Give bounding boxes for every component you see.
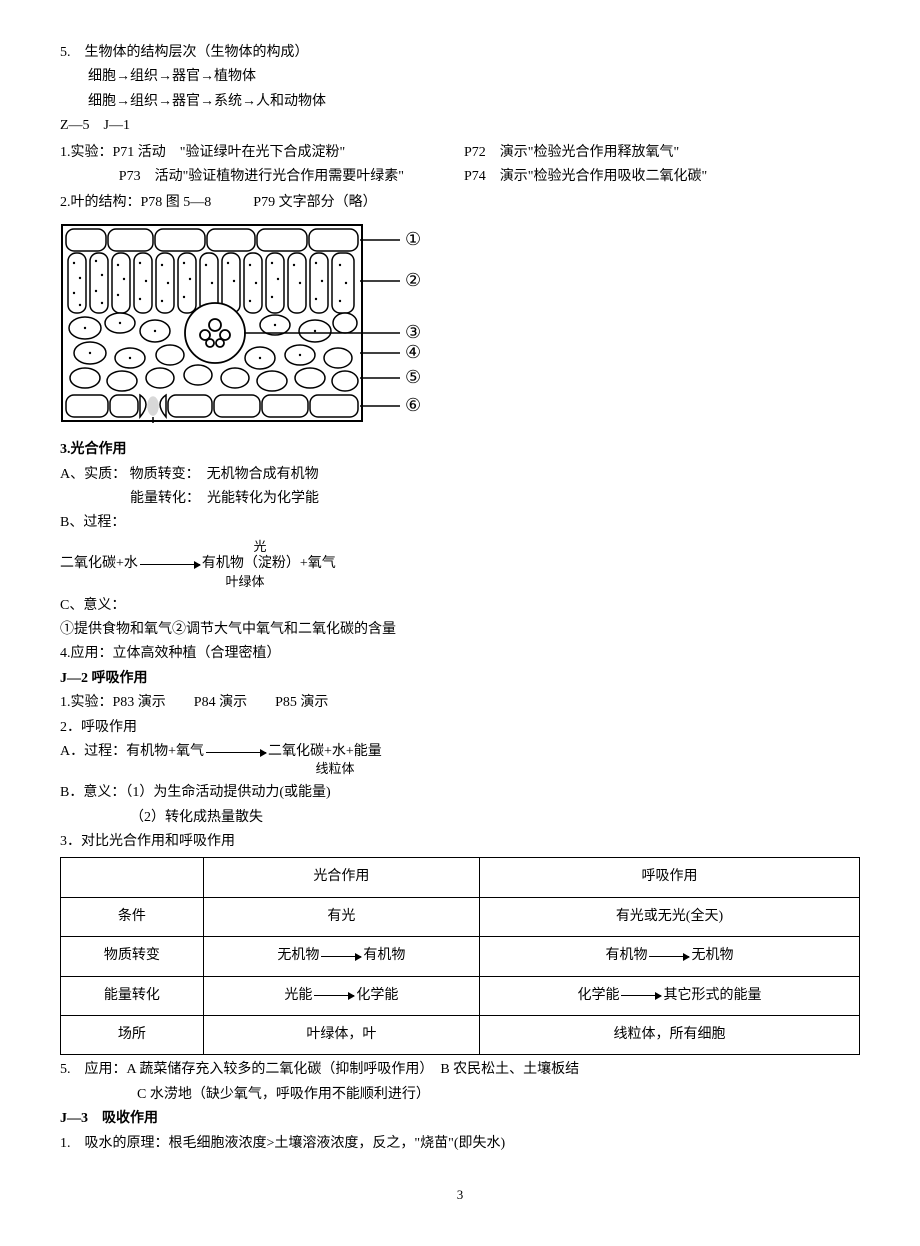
absorb-line1: 1. 吸水的原理：根毛细胞液浓度>土壤溶液浓度，反之，"烧苗"(即失水) <box>60 1133 860 1155</box>
resp-b-label: B．意义：（1）为生命活动提供动力(或能量) <box>60 782 860 804</box>
resp-heading: J—2 呼吸作用 <box>60 668 860 690</box>
eq-left: 二氧化碳+水 <box>60 553 138 575</box>
cell-photo: 叶绿体，叶 <box>203 1015 479 1054</box>
table-row: 能量转化 光能 化学能 化学能 其它形式的能量 <box>61 976 860 1015</box>
photo-heading: 3.光合作用 <box>60 439 860 461</box>
sec5-title: 5. 生物体的结构层次（生物体的构成） <box>60 42 860 64</box>
app5-line2: C 水涝地（缺少氧气，呼吸作用不能顺利进行） <box>60 1084 860 1106</box>
resp-sub2: 2．呼吸作用 <box>60 717 860 739</box>
cell-resp: 化学能 其它形式的能量 <box>479 976 859 1015</box>
page-number: 3 <box>60 1185 860 1206</box>
table-row: 条件 有光 有光或无光(全天) <box>61 897 860 936</box>
arrow-icon <box>206 752 266 753</box>
compare-title: 3．对比光合作用和呼吸作用 <box>60 831 860 853</box>
cell-photo: 光能 化学能 <box>203 976 479 1015</box>
exp-left-2: P73 活动"验证植物进行光合作用需要叶绿素" <box>60 166 404 188</box>
leaf-title: 2.叶的结构：P78 图 5—8 P79 文字部分（略） <box>60 192 860 214</box>
photo-app: 4.应用：立体高效种植（合理密植） <box>60 643 860 665</box>
resp-b-line2: （2）转化成热量散失 <box>60 807 860 829</box>
exp-left-1: 1.实验：P71 活动 "验证绿叶在光下合成淀粉" <box>60 142 404 164</box>
leaf-svg: ① ② ③ ④ ⑤ ⑥ <box>60 223 430 423</box>
arrow-right: 有机物 <box>363 945 405 967</box>
leaf-label-1: ① <box>405 229 421 249</box>
th-resp: 呼吸作用 <box>479 858 859 897</box>
th-blank <box>61 858 204 897</box>
cell-label: 能量转化 <box>61 976 204 1015</box>
arrow-left: 光能 <box>284 985 312 1007</box>
arrow-icon <box>321 956 361 957</box>
th-photo: 光合作用 <box>203 858 479 897</box>
leaf-diagram: ① ② ③ ④ ⑤ ⑥ <box>60 223 430 423</box>
arrow-icon <box>314 995 354 996</box>
photo-a-line1: 物质转变： 无机物合成有机物 <box>130 467 319 482</box>
photo-b-label: B、过程： <box>60 512 860 534</box>
leaf-label-5: ⑤ <box>405 367 421 387</box>
app5-line1: 5. 应用：A 蔬菜储存充入较多的二氧化碳（抑制呼吸作用） B 农民松土、土壤板… <box>60 1059 860 1081</box>
arrow-right: 其它形式的能量 <box>663 985 761 1007</box>
experiments-block: 1.实验：P71 活动 "验证绿叶在光下合成淀粉" P73 活动"验证植物进行光… <box>60 140 860 191</box>
resp-a-label: A．过程：有机物+氧气 <box>60 741 204 763</box>
arrow-left: 无机物 <box>277 945 319 967</box>
leaf-label-6: ⑥ <box>405 395 421 415</box>
arrow-right: 化学能 <box>356 985 398 1007</box>
cell-resp: 有光或无光(全天) <box>479 897 859 936</box>
photo-equation: 光 二氧化碳+水 有机物（淀粉）+氧气 叶绿体 <box>60 537 860 593</box>
cell-resp: 线粒体，所有细胞 <box>479 1015 859 1054</box>
arrow-icon <box>649 956 689 957</box>
arrow-left: 有机物 <box>605 945 647 967</box>
photo-a-label: A、实质： <box>60 467 126 482</box>
eq-right: 有机物（淀粉）+氧气 <box>202 553 336 575</box>
photo-c-line: ①提供食物和氧气②调节大气中氧气和二氧化碳的含量 <box>60 619 860 641</box>
table-row: 场所 叶绿体，叶 线粒体，所有细胞 <box>61 1015 860 1054</box>
sec5-line2: 细胞→组织→器官→系统→人和动物体 <box>60 91 860 113</box>
comparison-table: 光合作用 呼吸作用 条件 有光 有光或无光(全天) 物质转变 无机物 有机物 有机… <box>60 857 860 1055</box>
cell-label: 条件 <box>61 897 204 936</box>
photo-c-label: C、意义： <box>60 595 860 617</box>
arrow-icon <box>621 995 661 996</box>
exp-right-1: P72 演示"检验光合作用释放氧气" <box>464 142 707 164</box>
leaf-label-2: ② <box>405 270 421 290</box>
sec5-line1: 细胞→组织→器官→植物体 <box>60 66 860 88</box>
table-row: 光合作用 呼吸作用 <box>61 858 860 897</box>
photo-a-line2: 能量转化： 光能转化为化学能 <box>60 488 860 510</box>
leaf-label-4: ④ <box>405 342 421 362</box>
cell-photo: 有光 <box>203 897 479 936</box>
arrow-left: 化学能 <box>577 985 619 1007</box>
arrow-icon <box>140 564 200 565</box>
photo-a: A、实质： 物质转变： 无机物合成有机物 <box>60 464 860 486</box>
resp-exp: 1.实验：P83 演示 P84 演示 P85 演示 <box>60 692 860 714</box>
cell-label: 物质转变 <box>61 937 204 976</box>
cell-photo: 无机物 有机物 <box>203 937 479 976</box>
cell-resp: 有机物 无机物 <box>479 937 859 976</box>
zj-code: Z—5 J—1 <box>60 115 860 137</box>
cell-label: 场所 <box>61 1015 204 1054</box>
leaf-label-3: ③ <box>405 322 421 342</box>
table-row: 物质转变 无机物 有机物 有机物 无机物 <box>61 937 860 976</box>
absorb-heading: J—3 吸收作用 <box>60 1108 860 1130</box>
exp-right-2: P74 演示"检验光合作用吸收二氧化碳" <box>464 166 707 188</box>
resp-equation: A．过程：有机物+氧气 二氧化碳+水+能量 线粒体 <box>60 741 860 780</box>
arrow-right: 无机物 <box>691 945 733 967</box>
